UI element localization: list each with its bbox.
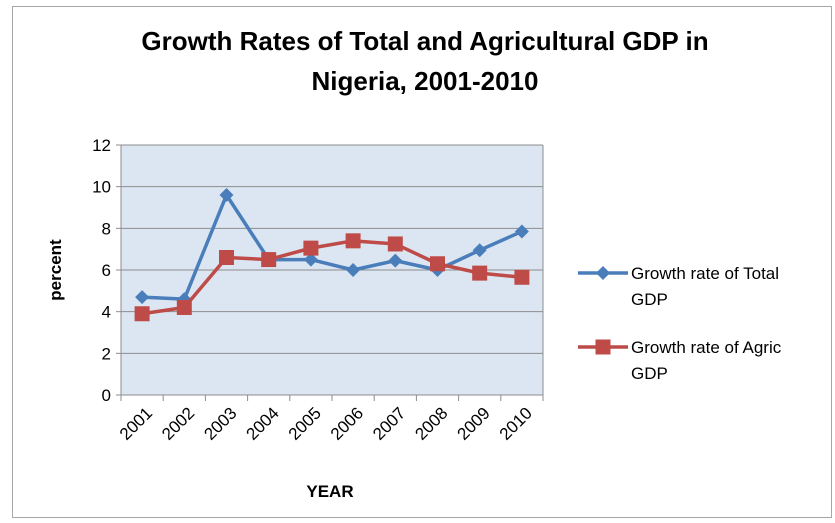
data-point [345,233,361,249]
y-tick-label: 8 [102,219,111,238]
y-tick-label: 12 [92,136,111,155]
data-point [134,306,150,322]
x-tick-label: 2009 [454,404,494,444]
chart-title-line-1: Growth Rates of Total and Agricultural G… [141,26,708,56]
data-point [135,290,150,305]
x-tick-label: 2001 [116,404,156,444]
data-point [472,243,487,258]
legend-marker [595,339,611,355]
legend-label-cont: GDP [631,364,668,383]
data-point [387,236,403,252]
x-tick-label: 2007 [369,404,409,444]
data-point [388,253,403,268]
data-point [303,252,318,267]
legend-label-cont: GDP [631,290,668,309]
data-point [303,240,319,256]
data-point [430,256,445,272]
y-tick-label: 4 [102,303,111,322]
x-tick-label: 2005 [285,404,325,444]
data-point [261,252,277,268]
data-point [514,224,529,239]
data-point [472,265,488,281]
x-tick-label: 2006 [327,404,367,444]
legend-marker [596,266,610,280]
data-point [346,263,361,277]
data-point [514,269,530,285]
y-tick-label: 10 [92,178,111,197]
x-tick-label: 2004 [243,404,283,444]
legend-entry-2: Growth rate of Agric GDP [578,338,782,383]
series-2 [134,233,530,322]
series-line [141,239,523,316]
x-axis-title: YEAR [306,482,353,501]
legend-entry-1: Growth rate of Total GDP [578,264,779,309]
y-tick-label: 0 [102,386,111,405]
data-point [219,250,234,265]
legend-label: Growth rate of Agric [631,338,782,357]
chart-title-line-2: Nigeria, 2001-2010 [312,66,539,96]
series-line [142,193,523,301]
y-tick-label: 2 [102,344,111,363]
y-tick-label: 6 [102,261,111,280]
x-tick-label: 2008 [411,404,451,444]
data-point [219,188,234,202]
x-tick-label: 2003 [200,404,240,444]
x-tick-label: 2002 [158,404,198,444]
x-tick-label: 2010 [496,404,536,444]
y-axis-title: percent [46,239,65,301]
data-point [176,300,192,315]
legend-label: Growth rate of Total [631,264,779,283]
